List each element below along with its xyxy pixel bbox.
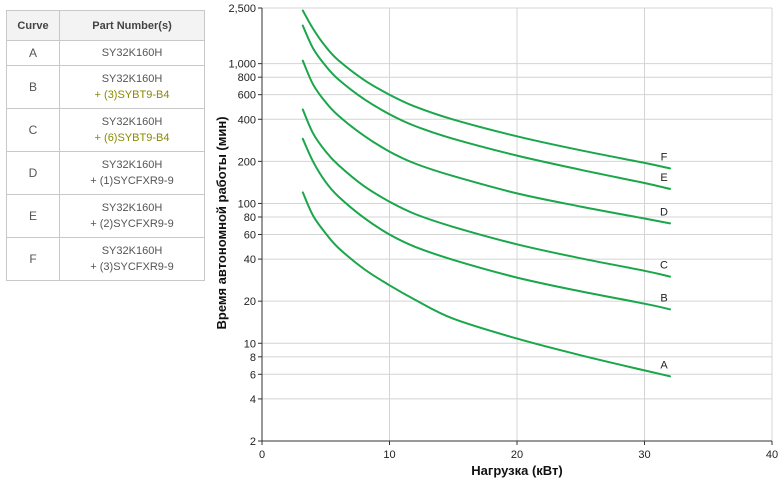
y-tick-label: 1,000 <box>228 59 256 71</box>
part-number-cell: SY32K160H + (3)SYCFXR9-9 <box>59 237 205 281</box>
part-number-line2: + (3)SYCFXR9-9 <box>90 261 174 273</box>
part-number-line1: SY32K160H <box>101 202 163 214</box>
x-tick-label: 40 <box>766 449 778 461</box>
series-line-c <box>301 108 671 278</box>
y-tick-label: 4 <box>250 394 256 406</box>
y-tick-label: 400 <box>238 114 256 126</box>
part-number-line1: SY32K160H <box>101 116 163 128</box>
y-tick-label: 6 <box>250 369 256 381</box>
series-line-f <box>301 9 671 170</box>
part-number-cell: SY32K160H + (2)SYCFXR9-9 <box>59 194 205 238</box>
y-tick-label: 2 <box>250 436 256 448</box>
part-number-line1: SY32K160H <box>101 159 163 171</box>
x-tick-label: 20 <box>511 449 523 461</box>
x-tick-label: 30 <box>638 449 650 461</box>
part-number-line2: + (1)SYCFXR9-9 <box>90 175 174 187</box>
curve-cell: C <box>6 108 60 152</box>
part-number-cell: SY32K160H + (1)SYCFXR9-9 <box>59 151 205 195</box>
curve-cell: F <box>6 237 60 281</box>
x-tick-label: 10 <box>383 449 395 461</box>
grid-layer <box>262 7 773 441</box>
y-tick-label: 8 <box>250 352 256 364</box>
part-number-cell: SY32K160H + (3)SYBT9-B4 <box>59 65 205 109</box>
part-number-line1: SY32K160H <box>101 73 163 85</box>
series-label-b: B <box>660 292 667 304</box>
y-tick-label: 2,500 <box>228 3 256 15</box>
series-label-c: C <box>660 260 668 272</box>
series-label-e: E <box>660 172 667 184</box>
table-row: C SY32K160H + (6)SYBT9-B4 <box>6 108 205 152</box>
curve-cell: B <box>6 65 60 109</box>
table-row: A SY32K160H <box>6 40 205 66</box>
y-tick-label: 800 <box>238 72 256 84</box>
part-number-line2: + (3)SYBT9-B4 <box>94 89 170 101</box>
curve-part-number-table: Curve Part Number(s) A SY32K160H B SY32K… <box>6 10 205 281</box>
y-tick-label: 100 <box>238 198 256 210</box>
part-number-line1: SY32K160H <box>101 245 163 257</box>
y-tick-label: 200 <box>238 156 256 168</box>
curve-cell: E <box>6 194 60 238</box>
axes-layer: 0 10 20 30 40 2 4 6 8 10 20 40 60 80 100 200 400 600 8001,… <box>228 3 778 461</box>
x-tick-label: 0 <box>259 449 265 461</box>
part-number-line2: + (2)SYCFXR9-9 <box>90 218 174 230</box>
part-numbers-column-header: Part Number(s) <box>59 10 205 41</box>
series-line-a <box>301 191 671 378</box>
series-label-f: F <box>661 151 668 163</box>
table-row: D SY32K160H + (1)SYCFXR9-9 <box>6 151 205 195</box>
y-tick-label: 40 <box>244 254 256 266</box>
table-row: B SY32K160H + (3)SYBT9-B4 <box>6 65 205 109</box>
curve-column-header: Curve <box>6 10 60 41</box>
part-number-cell: SY32K160H <box>59 40 205 66</box>
series-label-d: D <box>660 206 668 218</box>
series-line-b <box>301 137 671 311</box>
y-tick-label: 20 <box>244 296 256 308</box>
y-tick-label: 600 <box>238 90 256 102</box>
y-axis-title: Время автономной работы (мин) <box>214 116 229 329</box>
series-line-d <box>301 59 671 225</box>
y-tick-label: 80 <box>244 212 256 224</box>
part-number-cell: SY32K160H + (6)SYBT9-B4 <box>59 108 205 152</box>
y-tick-label: 60 <box>244 229 256 241</box>
table-header-row: Curve Part Number(s) <box>6 10 205 41</box>
series-label-a: A <box>660 359 668 371</box>
x-axis-title: Нагрузка (кВт) <box>471 463 562 478</box>
series-line-e <box>301 24 671 190</box>
part-number-line1: SY32K160H <box>101 47 163 59</box>
y-tick-label: 10 <box>244 338 256 350</box>
table-row: E SY32K160H + (2)SYCFXR9-9 <box>6 194 205 238</box>
series-layer: A B C D EF <box>301 9 671 378</box>
curve-cell: A <box>6 40 60 66</box>
table-row: F SY32K160H + (3)SYCFXR9-9 <box>6 237 205 281</box>
part-number-line2: + (6)SYBT9-B4 <box>94 132 170 144</box>
